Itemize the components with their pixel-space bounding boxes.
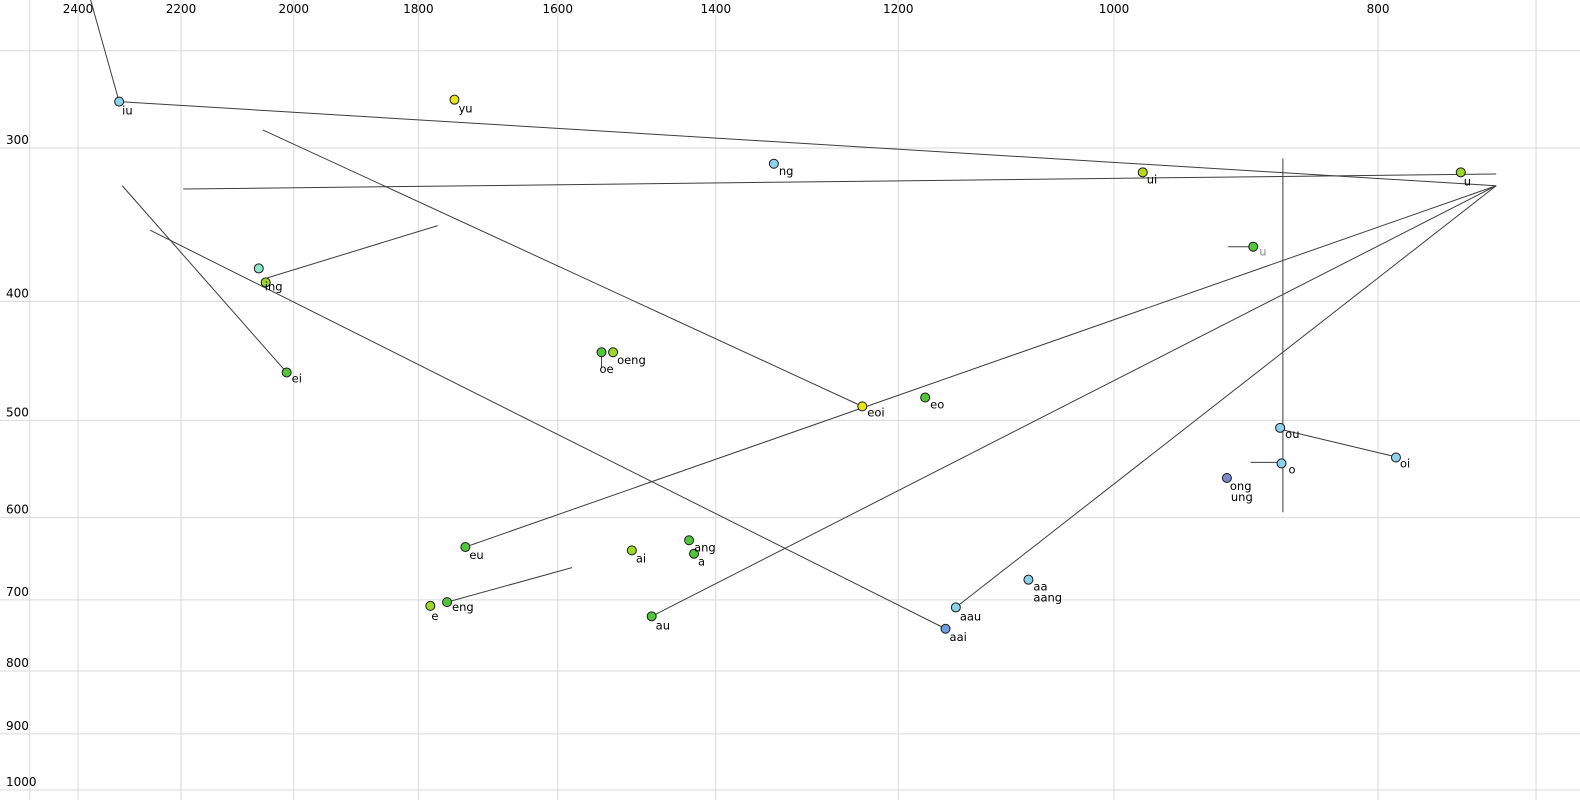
point-label-eng: eng — [452, 600, 474, 614]
point-label-e: e — [431, 609, 438, 623]
data-point-oe — [596, 347, 607, 358]
data-point-oi — [1390, 452, 1401, 463]
data-point-ui — [1137, 167, 1148, 178]
trajectory-line — [119, 101, 1497, 187]
point-label-yu: yu — [458, 102, 472, 116]
y-tick-label: 300 — [6, 133, 29, 147]
y-tick-label: 500 — [6, 405, 29, 419]
data-point-a — [689, 548, 700, 559]
y-tick-label: 700 — [6, 585, 29, 599]
trajectory-line — [261, 225, 438, 281]
point-label-au: au — [656, 618, 670, 632]
data-point-ang — [684, 535, 695, 546]
data-point-eu — [460, 542, 471, 553]
point-label-aau: aau — [960, 609, 981, 623]
data-point-ou — [1275, 422, 1286, 433]
point-label-oe: oe — [600, 362, 614, 376]
point-label-eu: eu — [469, 548, 483, 562]
data-point-eng — [442, 597, 453, 608]
point-label-o: o — [1289, 462, 1296, 476]
data-point-iu — [114, 96, 125, 107]
data-point-eoi — [857, 401, 868, 412]
trajectory-line — [955, 185, 1497, 608]
data-point-au — [646, 611, 657, 622]
point-label-oeng: oeng — [617, 353, 646, 367]
y-tick-label: 1000 — [6, 775, 37, 789]
y-tick-label: 900 — [6, 719, 29, 733]
data-point-unlabeled — [260, 277, 271, 288]
data-point-ong — [1221, 472, 1232, 483]
data-point-ng — [768, 158, 779, 169]
x-tick-label: 2000 — [278, 2, 309, 16]
point-label-ing: ing — [265, 279, 283, 293]
data-point-ai — [626, 545, 637, 556]
trajectory-line — [446, 567, 573, 603]
point-label-u: u — [1259, 245, 1266, 259]
x-tick-label: 1400 — [701, 2, 732, 16]
data-point-aa — [1023, 574, 1034, 585]
trajectory-line — [465, 185, 1497, 548]
point-label-a: a — [698, 555, 705, 569]
point-label-ui: ui — [1147, 172, 1157, 186]
data-point-aai — [940, 623, 951, 634]
point-label-ng: ng — [779, 164, 794, 178]
data-point-ei — [281, 367, 292, 378]
trajectory-line — [121, 185, 288, 373]
point-label-aa: aa — [1033, 580, 1047, 594]
x-tick-label: 1600 — [543, 2, 574, 16]
point-label-ai: ai — [636, 551, 646, 565]
point-label-eoi: eoi — [867, 405, 884, 419]
trajectory-line — [149, 229, 946, 630]
point-label-ung: ung — [1231, 490, 1253, 504]
x-tick-label: 2200 — [166, 2, 197, 16]
trajectory-line — [90, 0, 120, 102]
x-tick-label: 2400 — [63, 2, 94, 16]
y-tick-label: 600 — [6, 503, 29, 517]
point-label-ong: ong — [1230, 479, 1252, 493]
point-label-eo: eo — [930, 398, 944, 412]
data-point-yu — [449, 94, 460, 105]
data-point-oeng — [608, 347, 619, 358]
trajectory-line — [1282, 429, 1395, 457]
data-point-o — [1276, 458, 1287, 469]
x-tick-label: 800 — [1367, 2, 1390, 16]
data-point-eo — [920, 392, 931, 403]
point-label-ou: ou — [1285, 427, 1299, 441]
data-point-ing — [253, 263, 264, 274]
point-label-oi: oi — [1400, 456, 1410, 470]
point-label-iu: iu — [122, 104, 132, 118]
x-tick-label: 1200 — [883, 2, 914, 16]
x-tick-label: 1800 — [403, 2, 434, 16]
data-point-aau — [950, 602, 961, 613]
trajectory-line — [651, 185, 1497, 617]
point-label-aai: aai — [950, 630, 967, 644]
point-label-ang: ang — [694, 540, 716, 554]
point-label-u: u — [1464, 174, 1471, 188]
trajectory-line — [262, 129, 863, 407]
data-point-u — [1248, 241, 1259, 252]
point-label-ei: ei — [292, 371, 302, 385]
x-tick-label: 1000 — [1099, 2, 1130, 16]
data-point-e — [425, 600, 436, 611]
point-label-aang: aang — [1033, 591, 1062, 605]
y-tick-label: 800 — [6, 656, 29, 670]
trajectory-line — [183, 173, 1497, 190]
data-point-u — [1455, 167, 1466, 178]
y-tick-label: 400 — [6, 286, 29, 300]
